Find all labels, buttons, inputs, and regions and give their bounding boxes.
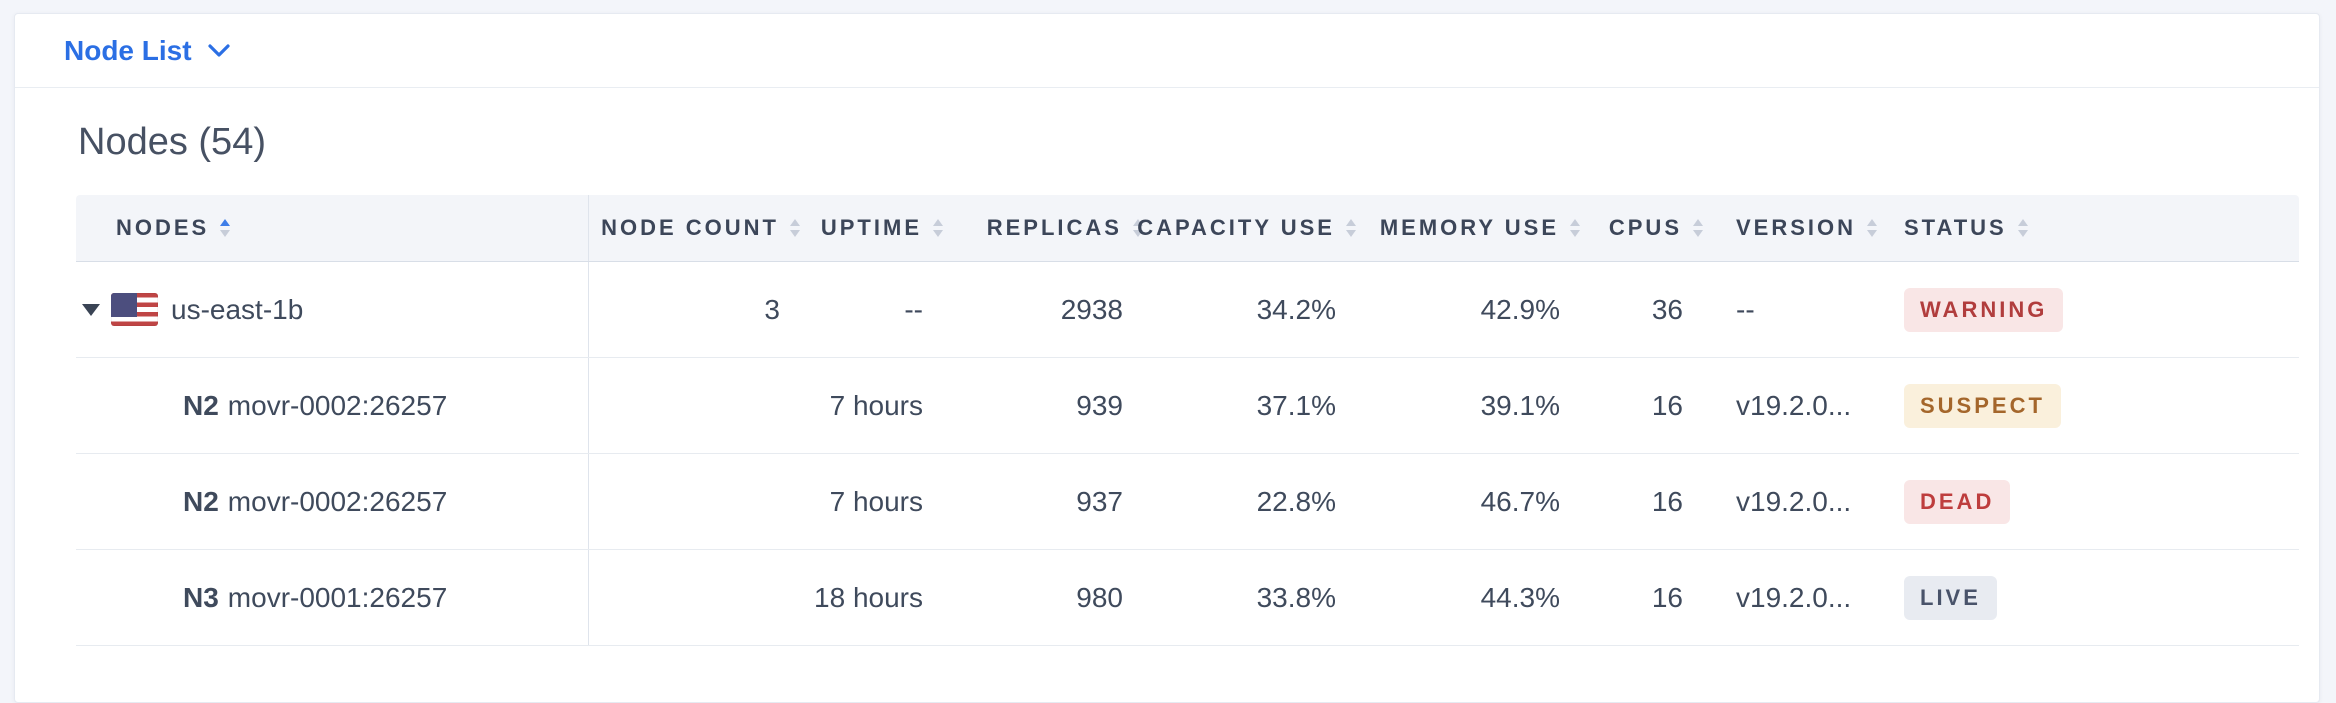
node-address: movr-0002:26257 — [227, 485, 448, 517]
card-header: Node List — [15, 14, 2319, 88]
node-count-cell: 3 — [764, 293, 780, 325]
memory-use-cell: 42.9% — [1480, 293, 1560, 325]
status-cell: DEAD — [1869, 454, 2299, 549]
view-selector-dropdown[interactable]: Node List — [64, 35, 230, 67]
column-label: NODES — [116, 215, 210, 240]
node-count-cell — [589, 454, 801, 549]
capacity-use-cell: 33.8% — [1256, 581, 1336, 613]
sort-icon — [933, 219, 943, 237]
sort-icon — [1867, 219, 1878, 237]
version-cell: v19.2.0... — [1736, 581, 1852, 613]
collapse-triangle-icon[interactable] — [82, 303, 100, 316]
column-header-node-count[interactable]: NODE COUNT — [589, 195, 801, 261]
cpus-cell: 16 — [1651, 389, 1683, 421]
capacity-use-cell: 22.8% — [1256, 485, 1336, 517]
us-flag-icon — [111, 293, 158, 326]
sort-icon — [1346, 219, 1356, 237]
column-label: REPLICAS — [986, 215, 1122, 240]
cpus-cell: 16 — [1651, 485, 1683, 517]
uptime-cell: -- — [904, 293, 923, 325]
sort-icon — [1570, 219, 1580, 237]
status-cell: WARNING — [1869, 262, 2299, 357]
column-label: UPTIME — [820, 215, 922, 240]
memory-use-cell: 39.1% — [1480, 389, 1560, 421]
sort-icon — [790, 219, 800, 237]
replicas-cell: 2938 — [1060, 293, 1123, 325]
region-name: us-east-1b — [171, 293, 304, 325]
cpus-cell: 16 — [1651, 581, 1683, 613]
sort-icon — [1693, 219, 1703, 237]
node-address: movr-0002:26257 — [227, 389, 448, 421]
column-label: MEMORY USE — [1379, 215, 1559, 240]
node-count-cell — [589, 550, 801, 645]
nodes-cell: us-east-1b — [76, 262, 589, 357]
view-selector-label: Node List — [64, 34, 192, 66]
memory-use-cell: 46.7% — [1480, 485, 1560, 517]
capacity-use-cell: 37.1% — [1256, 389, 1336, 421]
column-label: CPUS — [1608, 215, 1682, 240]
node-count-cell — [589, 358, 801, 453]
version-cell: -- — [1736, 293, 1755, 325]
column-label: VERSION — [1736, 215, 1857, 240]
node-list-card: Node List Nodes (54) NODES NODE COUNT UP… — [14, 13, 2320, 703]
replicas-cell: 980 — [1076, 581, 1123, 613]
column-label: CAPACITY USE — [1137, 215, 1335, 240]
sort-icon — [220, 219, 231, 237]
status-badge: SUSPECT — [1904, 383, 2061, 428]
column-header-memory-use[interactable]: MEMORY USE — [1357, 195, 1581, 261]
sort-icon — [2017, 219, 2028, 237]
node-address: movr-0001:26257 — [227, 581, 448, 613]
uptime-cell: 7 hours — [829, 485, 923, 517]
replicas-cell: 939 — [1076, 389, 1123, 421]
uptime-cell: 7 hours — [829, 389, 923, 421]
nodes-cell: N3 movr-0001:26257 — [76, 550, 589, 645]
nodes-cell: N2 movr-0002:26257 — [76, 454, 589, 549]
chevron-down-icon — [207, 43, 230, 58]
memory-use-cell: 44.3% — [1480, 581, 1560, 613]
column-label: NODE COUNT — [601, 215, 779, 240]
table-row-node[interactable]: N3 movr-0001:26257 18 hours 980 33.8% 44… — [76, 550, 2299, 646]
table-row-region[interactable]: us-east-1b 3 -- 2938 34.2% 42.9% 36 -- W… — [76, 262, 2299, 358]
column-header-nodes[interactable]: NODES — [76, 195, 589, 261]
content-area: Nodes (54) NODES NODE COUNT UPTIME REPLI… — [15, 121, 2319, 646]
column-header-replicas[interactable]: REPLICAS — [944, 195, 1144, 261]
status-badge: WARNING — [1904, 287, 2064, 332]
column-header-cpus[interactable]: CPUS — [1581, 195, 1704, 261]
status-badge: LIVE — [1904, 575, 1997, 620]
column-header-status[interactable]: STATUS — [1869, 195, 2299, 261]
status-badge: DEAD — [1904, 479, 2011, 524]
replicas-cell: 937 — [1076, 485, 1123, 517]
page-title: Nodes (54) — [78, 121, 266, 163]
column-label: STATUS — [1904, 215, 2007, 240]
uptime-cell: 18 hours — [814, 581, 923, 613]
node-id: N3 — [183, 581, 219, 613]
column-header-capacity-use[interactable]: CAPACITY USE — [1137, 195, 1357, 261]
capacity-use-cell: 34.2% — [1256, 293, 1336, 325]
cpus-cell: 36 — [1651, 293, 1683, 325]
status-cell: LIVE — [1869, 550, 2299, 645]
table-row-node[interactable]: N2 movr-0002:26257 7 hours 937 22.8% 46.… — [76, 454, 2299, 550]
node-id: N2 — [183, 485, 219, 517]
version-cell: v19.2.0... — [1736, 485, 1852, 517]
version-cell: v19.2.0... — [1736, 389, 1852, 421]
node-id: N2 — [183, 389, 219, 421]
table-header-row: NODES NODE COUNT UPTIME REPLICAS CAPACIT… — [76, 195, 2299, 262]
nodes-table: NODES NODE COUNT UPTIME REPLICAS CAPACIT… — [76, 195, 2299, 646]
nodes-cell: N2 movr-0002:26257 — [76, 358, 589, 453]
column-header-version[interactable]: VERSION — [1704, 195, 1878, 261]
table-row-node[interactable]: N2 movr-0002:26257 7 hours 939 37.1% 39.… — [76, 358, 2299, 454]
status-cell: SUSPECT — [1869, 358, 2299, 453]
column-header-uptime[interactable]: UPTIME — [801, 195, 944, 261]
sort-icon — [1133, 219, 1143, 237]
